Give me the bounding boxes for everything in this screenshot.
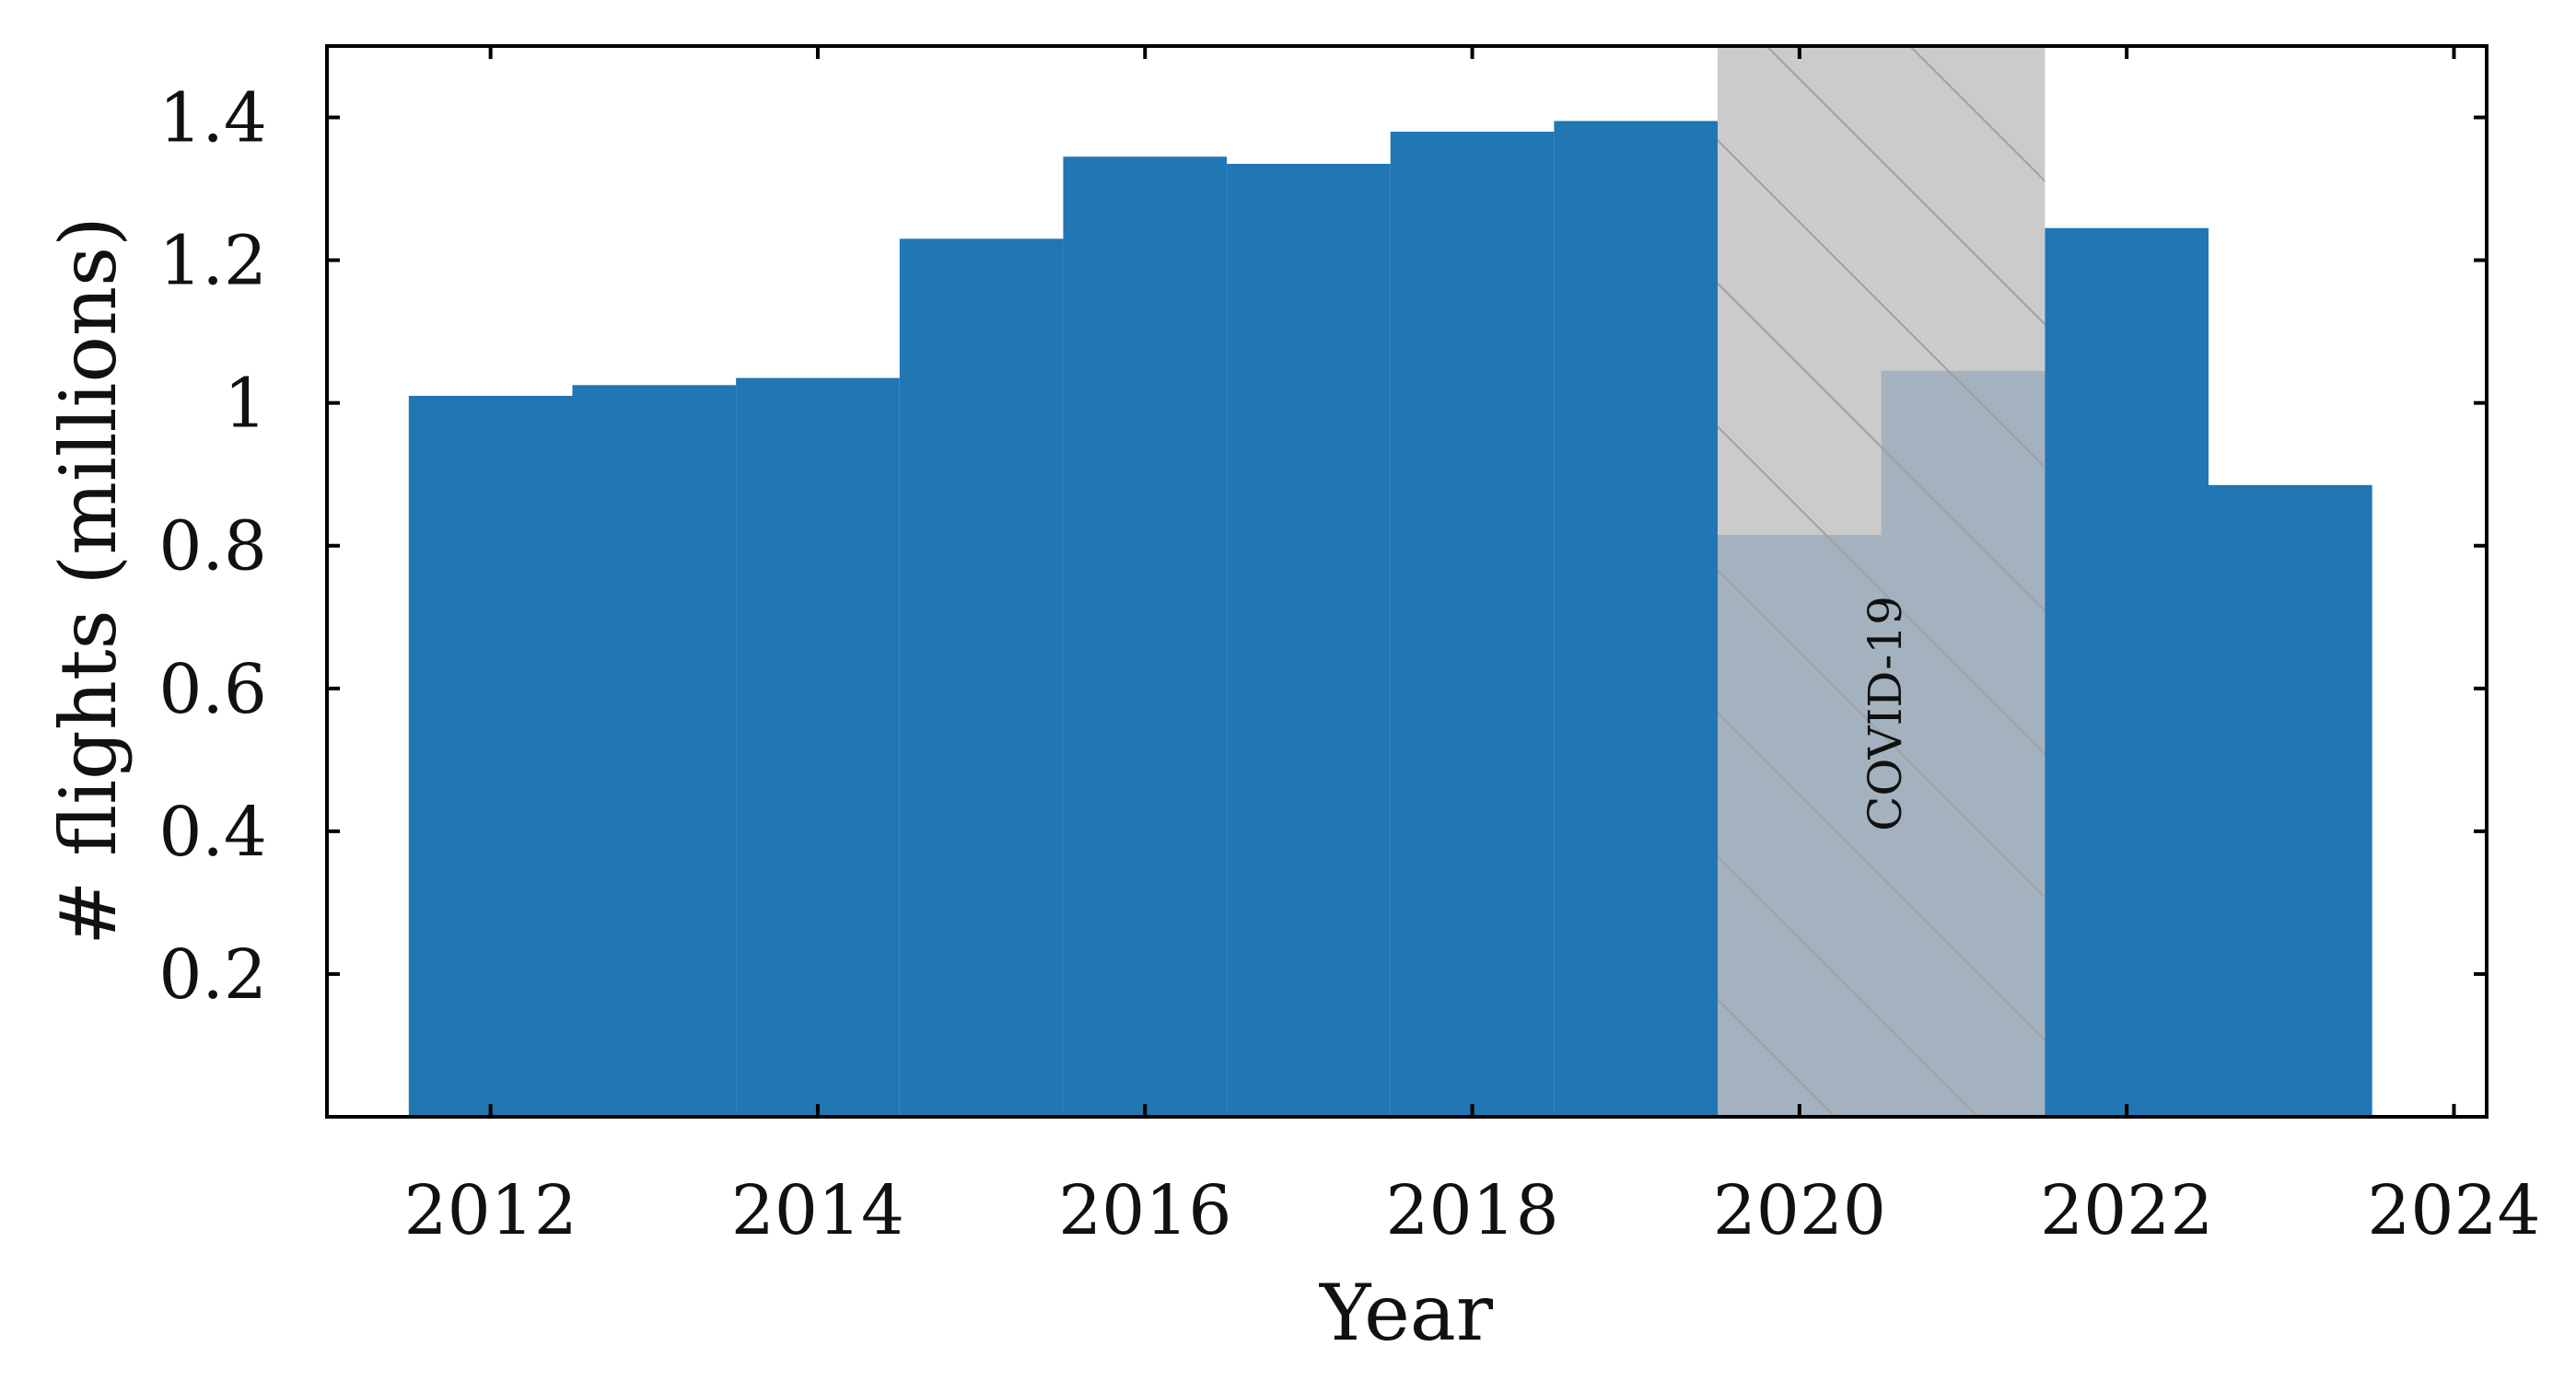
bar-2015 [899,238,1064,1117]
plot-area [408,46,2372,1117]
x-tick-labels: 2012 2014 2016 2018 2020 2022 2024 [403,1171,2540,1250]
bar-2013 [572,385,737,1117]
x-axis-label: Year [1319,1268,1494,1358]
axes-frame [325,44,2489,1119]
covid-band-hatch [1718,46,2046,1117]
bar-2017 [1227,163,1391,1117]
x-tick-label-2024: 2024 [2367,1171,2540,1250]
y-tick-label-6: 1.4 [158,79,267,158]
bar-2023 [2208,484,2372,1117]
bar-2022 [2045,227,2209,1117]
y-tick-label-0: 0.2 [158,935,267,1015]
x-tick-label-2016: 2016 [1058,1171,1231,1250]
x-tick-label-2014: 2014 [731,1171,904,1250]
y-tick-label-2: 0.6 [158,650,267,729]
covid-annotation-label: COVID-19 [1859,596,1912,831]
x-tick-label-2022: 2022 [2040,1171,2213,1250]
bar-2018 [1390,132,1555,1117]
y-tick-label-1: 0.4 [158,793,267,872]
ticks-group [327,46,2487,1117]
bar-2012 [408,395,573,1117]
y-tick-label-4: 1 [224,365,267,444]
covid-band-group [1718,46,2046,1117]
y-tick-label-5: 1.2 [158,222,267,301]
bar-2014 [736,377,900,1117]
x-tick-label-2018: 2018 [1385,1171,1558,1250]
y-tick-labels: 0.2 0.4 0.6 0.8 1 1.2 1.4 [158,79,267,1015]
bars-group [408,121,2372,1117]
bar-2016 [1063,157,1228,1117]
bar-2019 [1554,121,1719,1117]
x-tick-label-2012: 2012 [403,1171,577,1250]
y-axis-label: # flights (millions) [43,216,134,946]
y-tick-label-3: 0.8 [158,507,267,586]
x-tick-label-2020: 2020 [1713,1171,1886,1250]
